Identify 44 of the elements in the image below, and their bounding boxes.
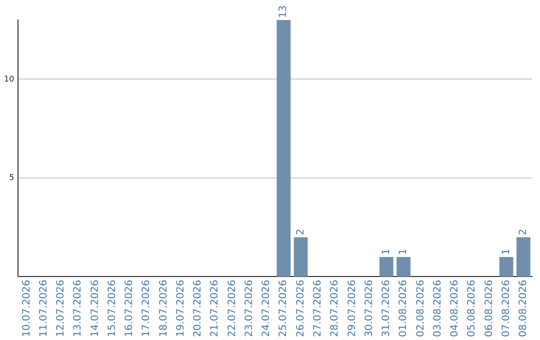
x-tick-label: 28.07.2026 [330,280,341,338]
bar [276,20,291,277]
x-tick-label: 15.07.2026 [106,280,118,338]
x-tick-label: 20.07.2026 [192,280,204,338]
x-tick-label: 23.07.2026 [244,280,255,338]
data-label: 1 [500,248,512,255]
x-tick-label: 17.07.2026 [141,280,152,338]
x-tick-label: 12.07.2026 [56,280,67,338]
x-tick-label: 22.07.2026 [226,280,238,338]
x-tick-label: 14.07.2026 [90,280,101,338]
data-label: 1 [398,248,410,255]
x-tick-label: 08.08.2026 [518,280,530,338]
x-tick-label: 01.08.2026 [398,280,410,338]
data-label: 1 [381,248,392,255]
x-tick-label: 24.07.2026 [261,280,272,338]
bar [294,237,308,277]
x-tick-label: 05.08.2026 [466,280,478,338]
x-tick-label: 30.07.2026 [364,280,375,338]
x-tick-label: 29.07.2026 [346,280,358,338]
x-tick-label: 07.08.2026 [500,280,512,338]
x-tick-label: 21.07.2026 [210,280,221,338]
x-tick-label: 31.07.2026 [381,280,392,338]
x-tick-label: 18.07.2026 [158,280,170,338]
bar [516,237,530,277]
data-label: 13 [278,5,290,18]
y-tick-label: 10 [4,74,14,84]
bar [396,256,410,277]
x-tick-label: 11.07.2026 [38,280,50,338]
x-tick-label: 06.08.2026 [484,280,495,338]
y-tick-label: 5 [9,173,14,182]
x-tick-label: 19.07.2026 [175,280,186,338]
x-tick-label: 16.07.2026 [124,280,136,338]
x-tick-label: 13.07.2026 [72,280,84,338]
data-label: 2 [295,228,306,236]
x-tick-label: 03.08.2026 [432,280,444,338]
x-tick-label: 26.07.2026 [295,280,306,338]
x-tick-label: 25.07.2026 [278,280,290,338]
data-label: 2 [518,228,530,236]
x-tick-label: 10.07.2026 [21,280,32,338]
bar [379,256,394,277]
x-tick-label: 27.07.2026 [312,280,324,338]
bar [499,256,514,277]
x-tick-label: 02.08.2026 [415,280,426,338]
x-tick-label: 04.08.2026 [450,280,461,338]
